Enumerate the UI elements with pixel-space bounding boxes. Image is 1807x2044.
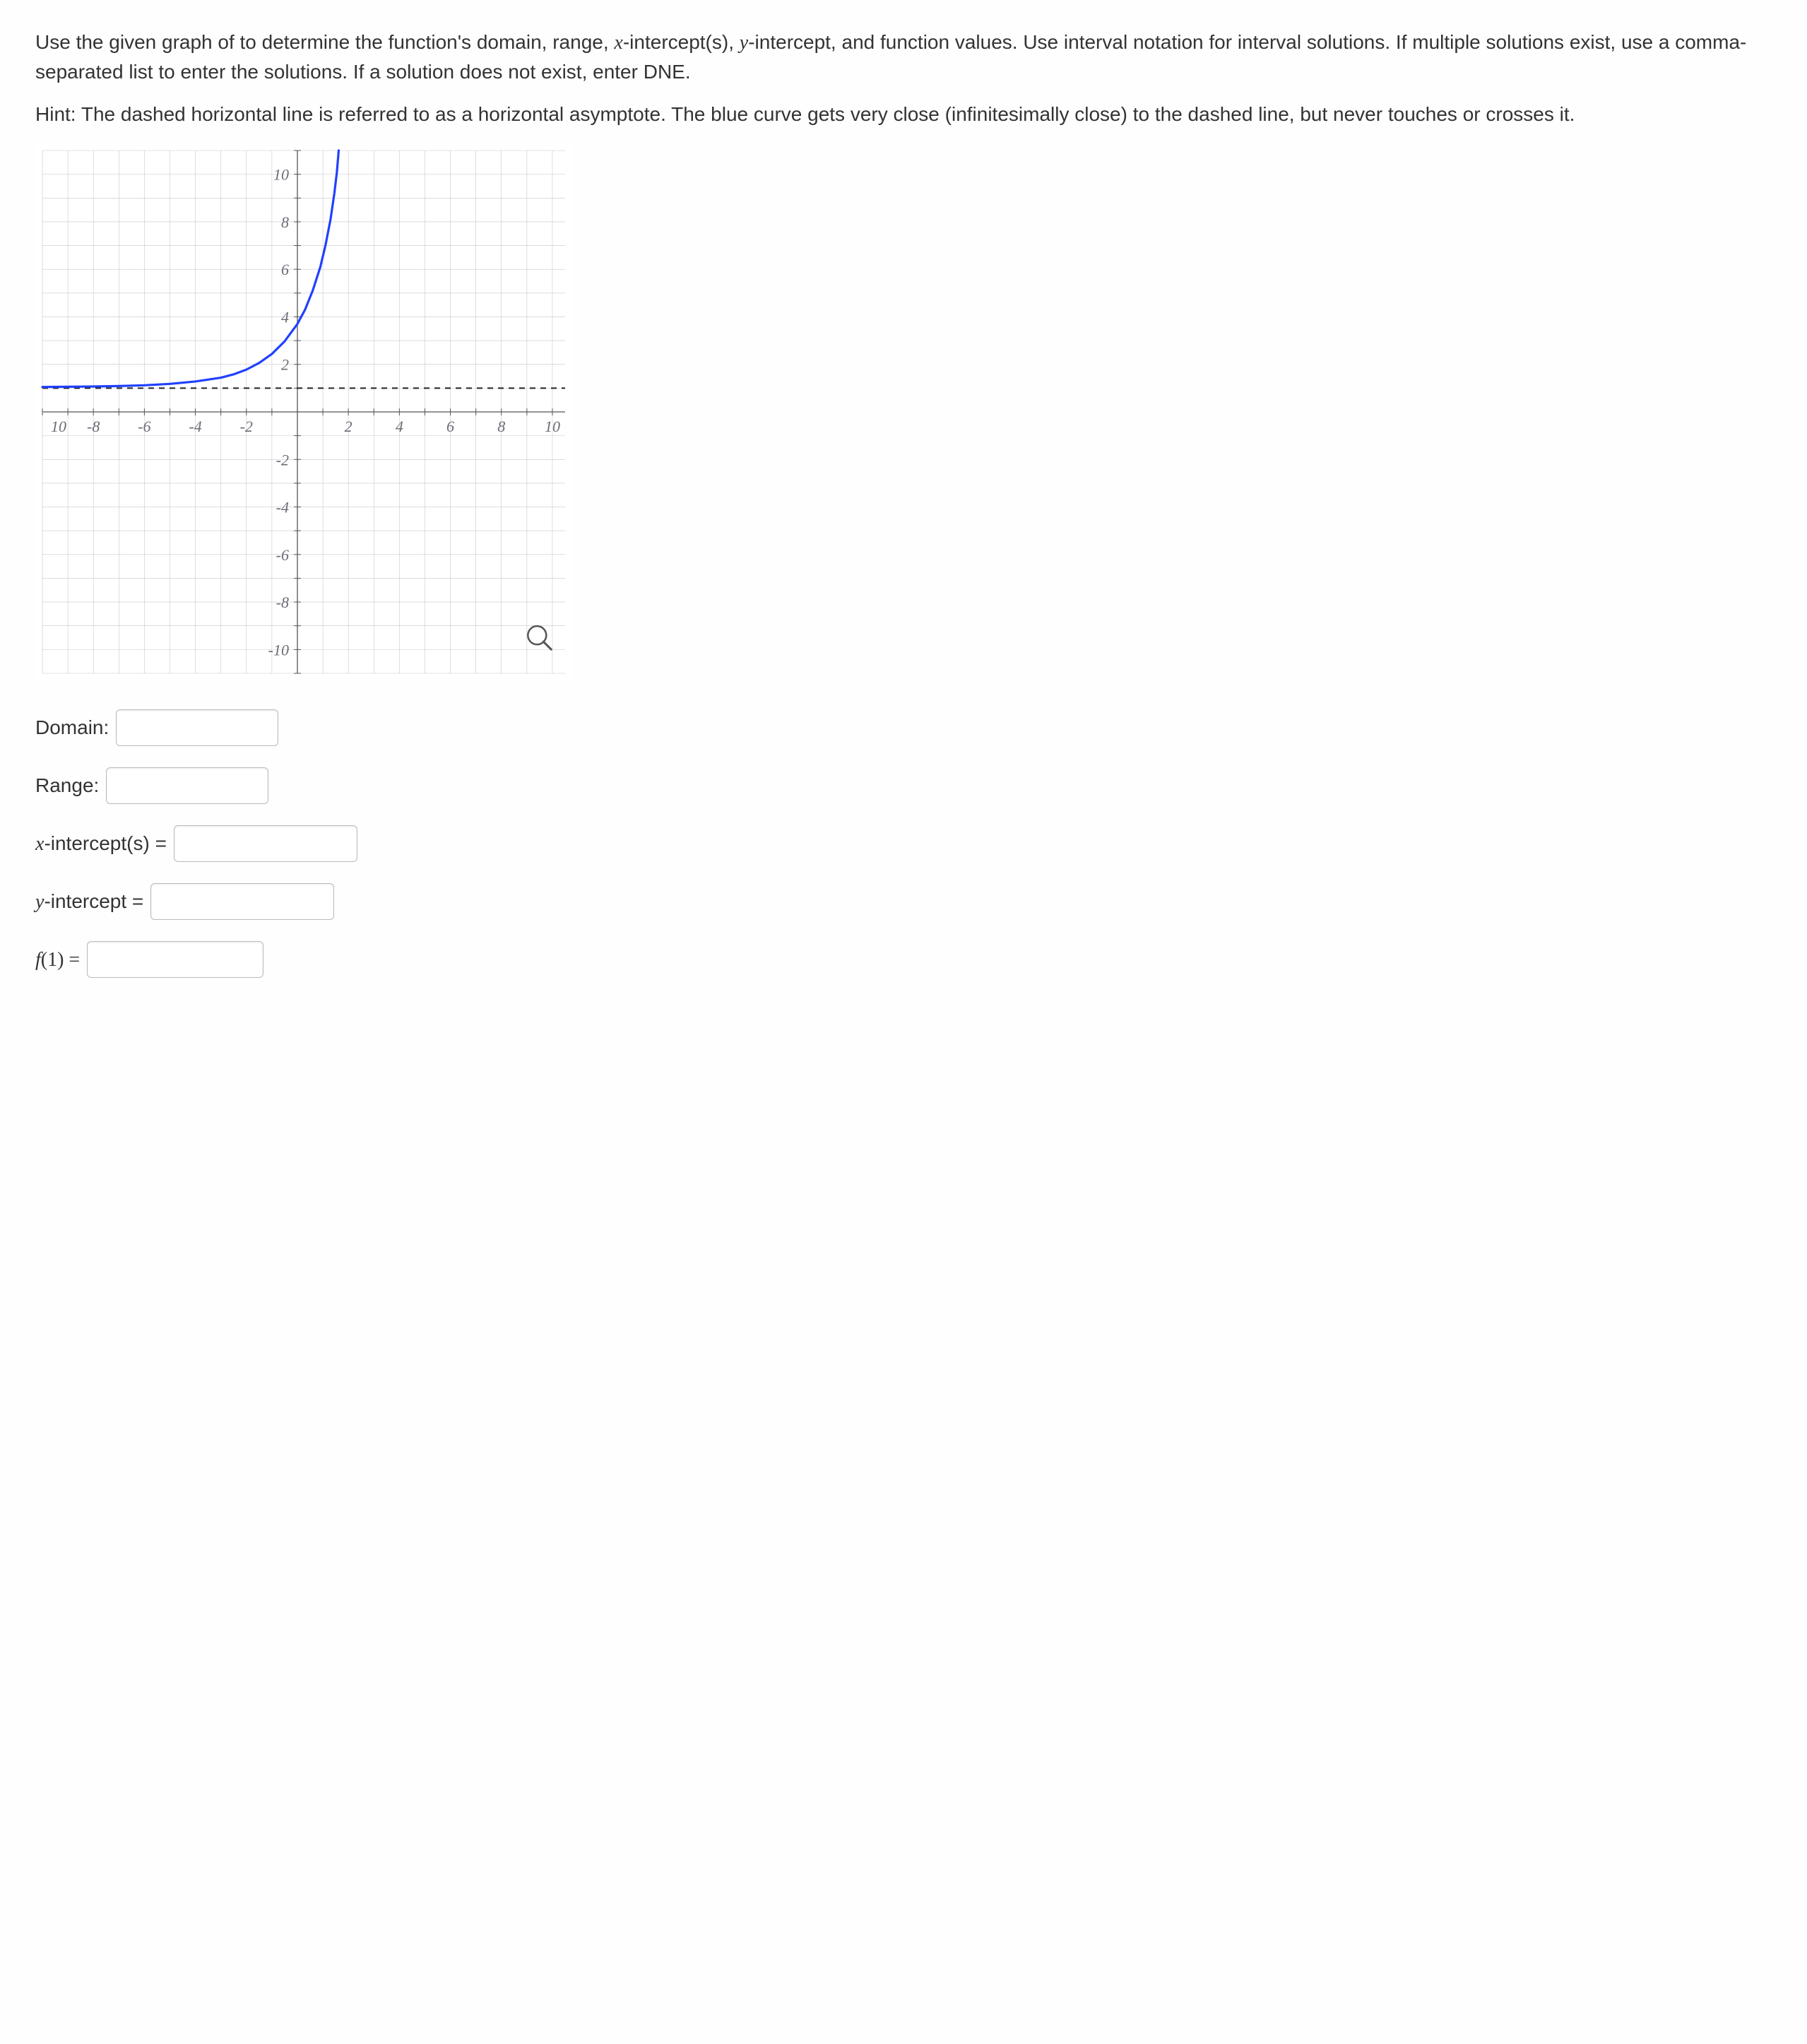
range-row: Range: — [35, 767, 1772, 804]
svg-text:-2: -2 — [240, 418, 253, 435]
svg-text:-6: -6 — [138, 418, 150, 435]
range-input[interactable] — [106, 767, 268, 804]
svg-text:4: 4 — [281, 308, 289, 326]
svg-text:-2: -2 — [276, 451, 289, 468]
svg-text:2: 2 — [281, 356, 289, 374]
svg-text:6: 6 — [281, 261, 289, 278]
f1-row: f(1) = — [35, 941, 1772, 978]
problem-paragraph: Use the given graph of to determine the … — [35, 28, 1772, 86]
domain-label: Domain: — [35, 714, 109, 743]
svg-text:-4: -4 — [189, 418, 201, 435]
svg-text:10: 10 — [273, 165, 289, 183]
y-intercept-row: y-intercept = — [35, 883, 1772, 920]
svg-text:4: 4 — [396, 418, 403, 435]
x-intercept-label: x-intercept(s) = — [35, 829, 167, 859]
hint-paragraph: Hint: The dashed horizontal line is refe… — [35, 100, 1772, 129]
svg-text:10: 10 — [51, 418, 66, 435]
domain-row: Domain: — [35, 709, 1772, 746]
graph-svg: -8 -6 -4 -2 2 4 6 8 10 10 -10 -8 -6 -4 -2 2 4 6 8 10 — [35, 143, 572, 680]
svg-text:-4: -4 — [276, 498, 289, 516]
y-var: y — [740, 32, 748, 54]
x-intercept-input[interactable] — [174, 825, 357, 862]
svg-text:6: 6 — [446, 418, 454, 435]
svg-text:8: 8 — [497, 418, 505, 435]
x-intercept-row: x-intercept(s) = — [35, 825, 1772, 862]
svg-text:10: 10 — [545, 418, 560, 435]
f1-label: f(1) = — [35, 945, 80, 975]
svg-text:2: 2 — [345, 418, 352, 435]
svg-text:-8: -8 — [87, 418, 100, 435]
para1-b: -intercept(s), — [623, 31, 740, 53]
svg-text:-8: -8 — [276, 593, 289, 611]
f1-input[interactable] — [87, 941, 263, 978]
x-var: x — [614, 32, 622, 54]
y-intercept-label: y-intercept = — [35, 887, 143, 917]
graph-figure: -8 -6 -4 -2 2 4 6 8 10 10 -10 -8 -6 -4 -2 2 4 6 8 10 — [35, 143, 1772, 689]
y-intercept-input[interactable] — [150, 883, 334, 920]
domain-input[interactable] — [116, 709, 278, 746]
svg-text:-10: -10 — [268, 641, 289, 658]
range-label: Range: — [35, 772, 99, 801]
svg-text:-6: -6 — [276, 546, 289, 564]
svg-text:8: 8 — [281, 213, 289, 231]
para1-a: Use the given graph of to determine the … — [35, 31, 614, 53]
